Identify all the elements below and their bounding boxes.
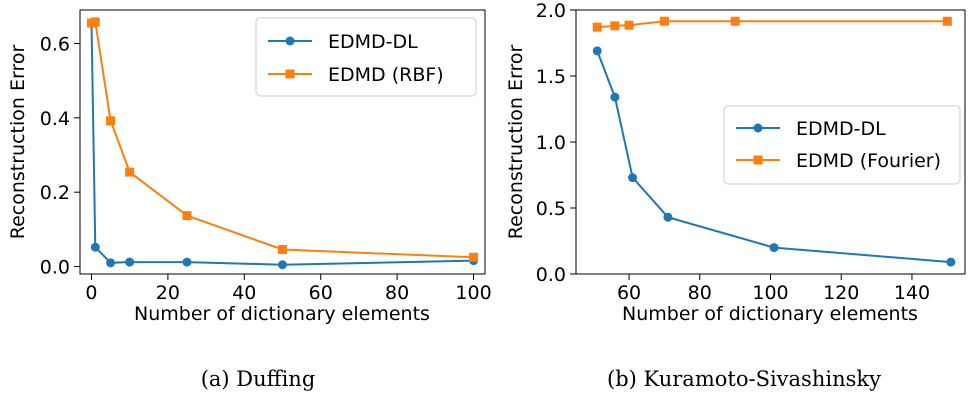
- legend-box-duffing: [255, 17, 477, 97]
- x-tick-label: 120: [823, 282, 859, 304]
- data-point-edmd-dl: [769, 243, 779, 253]
- data-point-edmd-fourier: [730, 16, 740, 26]
- data-point-edmd-dl: [125, 257, 135, 267]
- y-tick-label: 1.5: [536, 66, 566, 88]
- y-ticks-duffing: 0.0 0.2 0.4 0.6: [40, 33, 80, 279]
- legend-marker-edmd-rbf: [285, 69, 295, 79]
- legend-kuramoto: EDMD-DL EDMD (Fourier): [723, 105, 961, 185]
- y-tick-label: 0.5: [536, 198, 566, 220]
- x-tick-label: 80: [385, 282, 409, 304]
- data-point-edmd-dl: [628, 173, 638, 183]
- y-tick-label: 0.0: [40, 257, 70, 279]
- series-duffing: [86, 17, 479, 270]
- legend-label-edmd-fourier: EDMD (Fourier): [796, 150, 941, 172]
- panel-kuramoto: 60 80 100 120 140 0.0 0.5 1.0 1.5 2.0 Number of …: [505, 0, 966, 391]
- caption-kuramoto: (b) Kuramoto-Sivashinsky: [607, 367, 881, 391]
- x-tick-label: 100: [455, 282, 491, 304]
- data-point-edmd-fourier: [659, 16, 669, 26]
- data-point-edmd-rbf: [278, 244, 287, 254]
- panel-duffing: 0 20 40 60 80 100 0.0 0.2 0.4 0.6 Number of dict…: [7, 9, 492, 391]
- data-point-edmd-dl: [610, 92, 620, 102]
- data-point-edmd-fourier: [592, 22, 602, 32]
- x-tick-label: 60: [617, 282, 641, 304]
- legend-marker-edmd-dl-b: [753, 123, 763, 133]
- x-axis-label-kuramoto: Number of dictionary elements: [622, 303, 918, 325]
- y-tick-label: 1.0: [536, 132, 566, 154]
- x-tick-label: 140: [894, 282, 930, 304]
- y-tick-label: 0.4: [40, 108, 70, 130]
- x-tick-label: 0: [85, 282, 97, 304]
- x-tick-label: 60: [309, 282, 333, 304]
- legend-label-edmd-rbf: EDMD (RBF): [328, 64, 444, 86]
- data-point-edmd-dl: [946, 257, 956, 267]
- x-tick-label: 100: [752, 282, 788, 304]
- data-point-edmd-rbf: [182, 211, 192, 221]
- y-tick-label: 0.0: [536, 264, 566, 286]
- legend-marker-edmd-fourier: [753, 155, 763, 165]
- data-point-edmd-fourier: [942, 16, 952, 26]
- data-point-edmd-rbf: [125, 167, 135, 177]
- legend-label-edmd-dl: EDMD-DL: [328, 31, 418, 53]
- y-tick-label: 0.2: [40, 182, 70, 204]
- legend-duffing: EDMD-DL EDMD (RBF): [255, 17, 477, 97]
- y-tick-label: 0.6: [40, 33, 70, 55]
- y-axis-label-kuramoto: Reconstruction Error: [505, 45, 527, 240]
- data-point-edmd-fourier: [624, 20, 634, 30]
- data-point-edmd-rbf: [90, 17, 100, 27]
- data-point-edmd-dl: [278, 260, 287, 270]
- data-point-edmd-dl: [663, 212, 673, 222]
- data-point-edmd-rbf: [469, 252, 479, 262]
- data-point-edmd-fourier: [610, 21, 620, 31]
- x-ticks-duffing: 0 20 40 60 80 100: [85, 274, 492, 304]
- x-tick-label: 40: [232, 282, 256, 304]
- series-kuramoto: [592, 16, 956, 267]
- caption-duffing: (a) Duffing: [201, 367, 316, 391]
- x-tick-label: 20: [156, 282, 180, 304]
- data-point-edmd-rbf: [106, 116, 116, 126]
- x-tick-label: 80: [688, 282, 712, 304]
- data-point-edmd-dl: [182, 257, 192, 267]
- series-line-edmd-fourier: [597, 20, 948, 29]
- y-axis-label-duffing: Reconstruction Error: [7, 45, 29, 240]
- legend-label-edmd-dl-b: EDMD-DL: [796, 118, 886, 140]
- legend-marker-edmd-dl: [285, 36, 295, 46]
- y-ticks-kuramoto: 0.0 0.5 1.0 1.5 2.0: [536, 0, 576, 286]
- series-line-edmd-dl: [596, 50, 951, 264]
- y-tick-label: 2.0: [536, 0, 566, 22]
- data-point-edmd-dl: [90, 242, 100, 252]
- data-point-edmd-dl: [592, 46, 602, 56]
- x-axis-label-duffing: Number of dictionary elements: [134, 303, 430, 325]
- legend-box-kuramoto: [723, 105, 961, 185]
- data-point-edmd-dl: [106, 258, 116, 268]
- plot-area-duffing: [79, 9, 486, 275]
- x-ticks-kuramoto: 60 80 100 120 140: [617, 274, 930, 304]
